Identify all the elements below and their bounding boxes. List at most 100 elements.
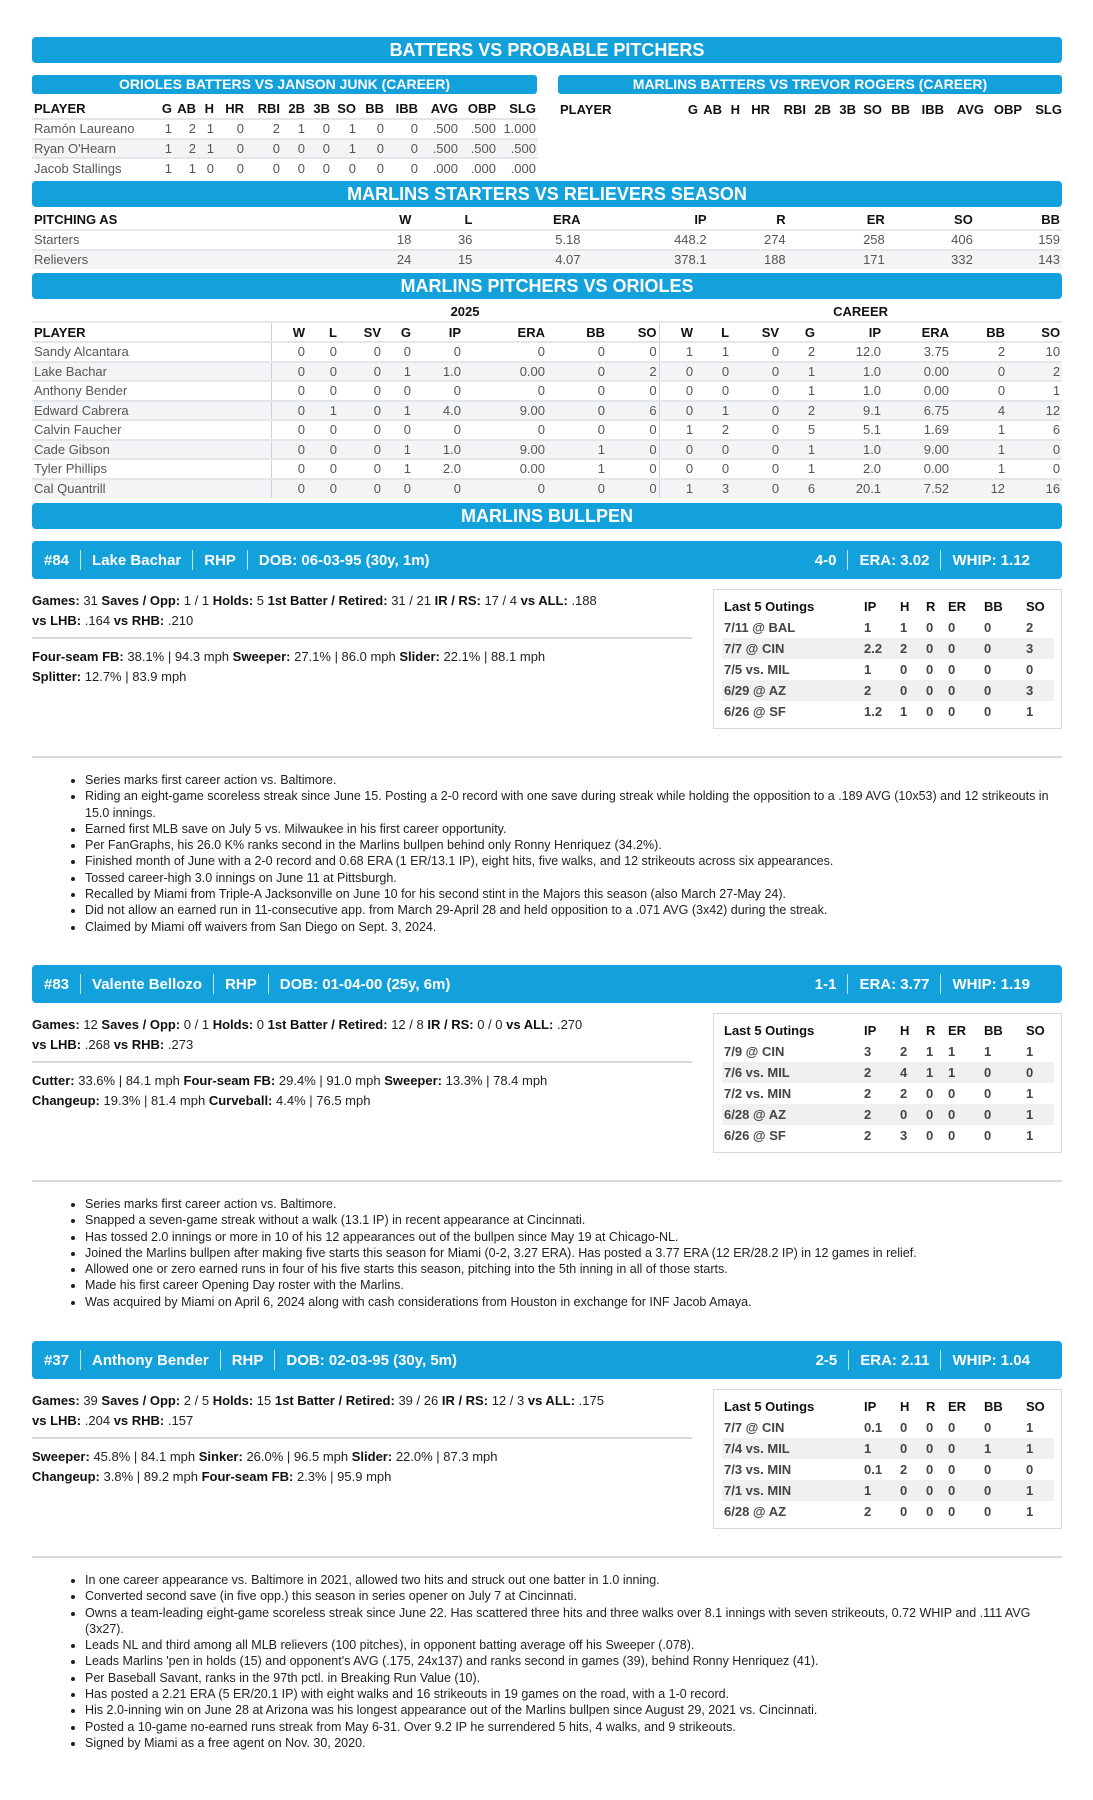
stat-cell: 0 bbox=[332, 157, 358, 178]
pitcher-stats: Games: 12 Saves / Opp: 0 / 1 Holds: 0 1s… bbox=[32, 1015, 692, 1055]
column-header: SO bbox=[954, 212, 973, 227]
stat-cell: 0 bbox=[216, 137, 246, 158]
stat-cell: 0 bbox=[946, 1104, 982, 1125]
stat-cell: 0 bbox=[383, 380, 413, 401]
pitcher-number: #37 bbox=[44, 1351, 70, 1369]
player-name: Anthony Bender bbox=[32, 380, 271, 401]
column-header: BB bbox=[547, 321, 607, 342]
stat-value: .210 bbox=[167, 613, 194, 628]
stat-cell: 143 bbox=[974, 248, 1062, 269]
stat-value: 31 bbox=[83, 593, 98, 608]
note-item: Series marks first career action vs. Bal… bbox=[85, 1196, 1060, 1212]
stat-cell: 0 bbox=[270, 477, 307, 498]
stat-cell: 0 bbox=[658, 458, 696, 479]
stat-cell: 1 bbox=[152, 157, 174, 178]
divider bbox=[32, 637, 692, 639]
divider bbox=[940, 1350, 942, 1370]
stat-label: vs RHB: bbox=[113, 613, 165, 628]
note-item: Series marks first career action vs. Bal… bbox=[85, 772, 1060, 788]
column-header: PITCHING AS bbox=[34, 212, 118, 227]
pitcher-throws: RHP bbox=[231, 1351, 264, 1369]
orioles-batters-table: PLAYER G AB H HR RBI 2B 3B SO BB IBB AVG OBP SLG Ramón… bbox=[32, 99, 538, 178]
stat-cell: 0 bbox=[307, 477, 339, 498]
outing-row: 7/3 vs. MIN 0.1 2 0 0 0 0 bbox=[722, 1459, 1054, 1480]
stat-line: Four-seam FB: 38.1% | 94.3 mph Sweeper: … bbox=[32, 647, 692, 667]
column-header: W bbox=[399, 212, 412, 227]
note-item: Owns a team-leading eight-game scoreless… bbox=[85, 1605, 1060, 1638]
stat-line: Changeup: 19.3% | 81.4 mph Curveball: 4.… bbox=[32, 1091, 692, 1111]
stat-label: Games: bbox=[32, 1393, 80, 1408]
stat-value: 17 / 4 bbox=[484, 593, 517, 608]
stat-cell: 2 bbox=[951, 341, 1008, 362]
stat-label: Sweeper: bbox=[384, 1073, 442, 1088]
stat-cell: 2 bbox=[1007, 360, 1063, 381]
stat-cell: 0 bbox=[948, 704, 956, 719]
column-header: IBB bbox=[921, 101, 944, 117]
pitch-mix: Four-seam FB: 38.1% | 94.3 mph Sweeper: … bbox=[32, 647, 692, 687]
stat-label: vs RHB: bbox=[113, 1037, 165, 1052]
stat-value: 38.1% | 94.3 mph bbox=[127, 649, 230, 664]
stat-cell: 0 bbox=[731, 477, 782, 498]
note-item: Was acquired by Miami on April 6, 2024 a… bbox=[85, 1294, 1060, 1310]
column-header: SO bbox=[337, 101, 356, 116]
column-header: BB bbox=[984, 1399, 1003, 1414]
column-header: ER bbox=[866, 212, 885, 227]
stat-line: Splitter: 12.7% | 83.9 mph bbox=[32, 667, 692, 687]
stat-label: Changeup: bbox=[32, 1469, 100, 1484]
stat-cell: .000 bbox=[460, 157, 498, 178]
column-header: ER bbox=[948, 1399, 967, 1414]
stat-cell: 0 bbox=[982, 1104, 1024, 1125]
outing-row: 6/26 @ SF 2 3 0 0 0 1 bbox=[722, 1125, 1054, 1146]
outing-game: 6/26 @ SF bbox=[724, 704, 786, 719]
stat-cell: 1 bbox=[383, 458, 413, 479]
stat-cell: 1.0 bbox=[817, 380, 884, 401]
stat-value: 39 bbox=[83, 1393, 98, 1408]
stat-cell: 4 bbox=[898, 1062, 924, 1083]
stat-cell: 0 bbox=[984, 1504, 992, 1519]
stat-cell: 0 bbox=[898, 1104, 924, 1125]
stat-cell: 0 bbox=[984, 704, 992, 719]
stat-cell: 4.07 bbox=[474, 248, 583, 269]
table-row: Ramón Laureano 1 2 1 0 2 1 0 1 0 0.500.500 1.000 bbox=[32, 118, 538, 139]
note-item: Leads NL and third among all MLB relieve… bbox=[85, 1637, 1060, 1653]
stat-cell: 12 bbox=[951, 477, 1008, 498]
outing-game: 7/3 vs. MIN bbox=[724, 1462, 792, 1477]
group-label-2025: 2025 bbox=[450, 304, 480, 319]
column-header: W bbox=[658, 321, 696, 342]
stat-value: 33.6% | 84.1 mph bbox=[78, 1073, 180, 1088]
player-name: Sandy Alcantara bbox=[32, 341, 271, 362]
stat-cell: 0 bbox=[282, 137, 307, 158]
divider bbox=[213, 974, 215, 994]
column-header: BB bbox=[951, 321, 1008, 342]
outing-game: 7/4 vs. MIL bbox=[722, 1438, 862, 1459]
pitchers-vs-orioles-table: 2025 CAREER PLAYER W L SV G IP ERA BB SO W L SV G IP ERA… bbox=[32, 302, 1063, 498]
stat-cell: 0 bbox=[282, 157, 307, 178]
stat-cell: 0 bbox=[463, 477, 547, 498]
stat-line: Sweeper: 45.8% | 84.1 mph Sinker: 26.0% … bbox=[32, 1447, 692, 1467]
stat-label: vs ALL: bbox=[520, 593, 568, 608]
stat-label: Four-seam FB: bbox=[201, 1469, 294, 1484]
stat-cell: 0 bbox=[1024, 1062, 1054, 1083]
stat-cell: .500 bbox=[460, 118, 498, 139]
stat-cell: 0 bbox=[695, 458, 732, 479]
stat-cell: 0 bbox=[1007, 458, 1063, 479]
pitcher-dob: DOB: 02-03-95 (30y, 5m) bbox=[286, 1351, 457, 1369]
stat-cell: 1 bbox=[174, 157, 198, 178]
stat-cell: 0 bbox=[413, 380, 463, 401]
stat-cell: 1.0 bbox=[413, 360, 463, 381]
stat-cell: 0 bbox=[926, 1086, 934, 1101]
stat-cell: 0 bbox=[383, 341, 413, 362]
stat-value: 1 / 1 bbox=[183, 593, 210, 608]
outing-row: 7/7 @ CIN 0.1 0 0 0 0 1 bbox=[722, 1417, 1054, 1438]
table-row: Anthony Bender 0 0 0 0 0 0 0 0 0 0 0 1 1.0 0.00 0 1 bbox=[32, 380, 1063, 401]
stat-cell: 0 bbox=[307, 438, 339, 459]
stat-cell: 0 bbox=[339, 438, 383, 459]
stat-cell: 0 bbox=[695, 360, 732, 381]
stat-cell: 12 bbox=[1007, 399, 1063, 420]
stat-value: .157 bbox=[167, 1413, 194, 1428]
column-header: R bbox=[926, 599, 936, 614]
column-header: SO bbox=[1007, 321, 1063, 342]
column-header: SO bbox=[1026, 1023, 1045, 1038]
note-item: Earned first MLB save on July 5 vs. Milw… bbox=[85, 821, 1060, 837]
stat-cell: 1 bbox=[383, 438, 413, 459]
